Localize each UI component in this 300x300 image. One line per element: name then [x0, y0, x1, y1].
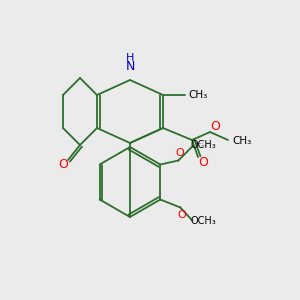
Text: CH₃: CH₃: [188, 90, 208, 100]
Text: OCH₃: OCH₃: [190, 217, 216, 226]
Text: O: O: [175, 148, 184, 158]
Text: H: H: [126, 53, 134, 63]
Text: O: O: [198, 155, 208, 169]
Text: OCH₃: OCH₃: [195, 143, 199, 145]
Text: OCH₃: OCH₃: [190, 140, 216, 151]
Text: N: N: [125, 61, 135, 74]
Text: CH₃: CH₃: [232, 136, 252, 146]
Text: O: O: [177, 209, 186, 220]
Text: methoxy: methoxy: [198, 142, 205, 143]
Text: O: O: [210, 121, 220, 134]
Text: methoxy: methoxy: [202, 145, 208, 146]
Text: O: O: [58, 158, 68, 172]
